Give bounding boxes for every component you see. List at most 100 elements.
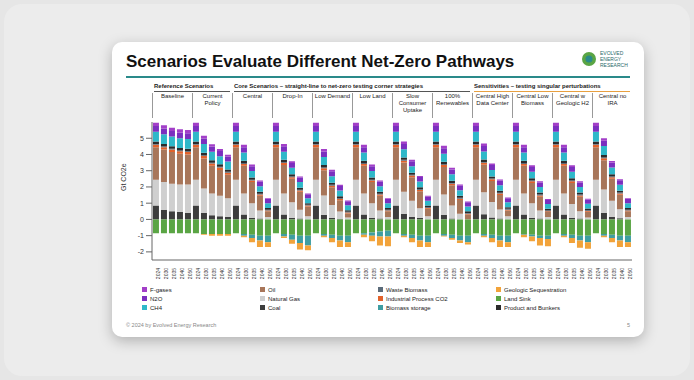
svg-text:2030: 2030: [483, 268, 489, 279]
html-text:Low Demand: Low Demand: [314, 93, 351, 99]
svg-text:2024: 2024: [275, 268, 281, 279]
svg-text:4: 4: [140, 151, 144, 158]
svg-text:2030: 2030: [203, 268, 209, 279]
html-text:Scenarios Evaluate Different N: Scenarios Evaluate Different Net-Zero Pa…: [126, 52, 515, 71]
svg-text:2040: 2040: [499, 268, 505, 279]
svg-text:2030: 2030: [243, 268, 249, 279]
svg-text:2024: 2024: [475, 268, 481, 279]
svg-text:2: 2: [140, 183, 144, 190]
svg-text:2035: 2035: [211, 268, 217, 279]
svg-text:2024: 2024: [195, 268, 201, 279]
svg-text:2030: 2030: [163, 268, 169, 279]
html-text:100% Renewables: 100% Renewables: [436, 93, 469, 106]
html-text:Drop-In: Drop-In: [282, 93, 303, 99]
svg-text:2040: 2040: [299, 268, 305, 279]
svg-text:2050: 2050: [387, 268, 393, 279]
svg-text:0: 0: [140, 216, 144, 223]
svg-text:2040: 2040: [219, 268, 225, 279]
svg-text:2040: 2040: [379, 268, 385, 279]
svg-text:2050: 2050: [507, 268, 513, 279]
svg-text:2040: 2040: [419, 268, 425, 279]
svg-text:2030: 2030: [603, 268, 609, 279]
svg-text:2050: 2050: [307, 268, 313, 279]
html-text:Waste Biomass: Waste Biomass: [386, 286, 428, 293]
svg-text:2035: 2035: [611, 268, 617, 279]
svg-text:3: 3: [140, 167, 144, 174]
svg-text:2035: 2035: [331, 268, 337, 279]
svg-text:2050: 2050: [627, 268, 633, 279]
html-text:Reference Scenarios: Reference Scenarios: [154, 83, 214, 89]
html-text:© 2024 by Evolved Energy Resea: © 2024 by Evolved Energy Research: [126, 322, 217, 328]
svg-text:2035: 2035: [411, 268, 417, 279]
html-text:Natural Gas: Natural Gas: [268, 295, 300, 302]
svg-text:-1: -1: [138, 232, 144, 239]
html-text:Geologic Sequestration: Geologic Sequestration: [504, 286, 567, 293]
html-text:Current Policy: Current Policy: [202, 93, 223, 106]
html-text:Sensitivities – testing singul: Sensitivities – testing singular perturb…: [474, 83, 601, 89]
svg-text:2024: 2024: [435, 268, 441, 279]
svg-text:2050: 2050: [587, 268, 593, 279]
html-text:Slow Consumer Uptake: Slow Consumer Uptake: [398, 93, 427, 113]
svg-text:2035: 2035: [171, 268, 177, 279]
svg-text:2050: 2050: [467, 268, 473, 279]
html-text:Core Scenarios – straight-line: Core Scenarios – straight-line to net-ze…: [234, 83, 423, 89]
html-text:CH4: CH4: [150, 304, 162, 311]
svg-text:2050: 2050: [347, 268, 353, 279]
html-text:Low Land: Low Land: [359, 93, 386, 99]
svg-text:2030: 2030: [283, 268, 289, 279]
svg-text:2040: 2040: [539, 268, 545, 279]
svg-text:2024: 2024: [315, 268, 321, 279]
html-text:Oil: Oil: [268, 286, 276, 293]
svg-text:2030: 2030: [323, 268, 329, 279]
svg-text:5: 5: [140, 135, 144, 142]
svg-text:2050: 2050: [227, 268, 233, 279]
svg-text:2024: 2024: [355, 268, 361, 279]
svg-text:1: 1: [140, 200, 144, 207]
svg-text:2050: 2050: [187, 268, 193, 279]
svg-text:2024: 2024: [515, 268, 521, 279]
svg-text:2035: 2035: [251, 268, 257, 279]
html-text:Biomass storage: Biomass storage: [386, 304, 431, 311]
svg-text:2040: 2040: [579, 268, 585, 279]
svg-text:2035: 2035: [531, 268, 537, 279]
svg-text:2050: 2050: [547, 268, 553, 279]
svg-text:2035: 2035: [451, 268, 457, 279]
svg-text:2035: 2035: [491, 268, 497, 279]
svg-text:2030: 2030: [403, 268, 409, 279]
svg-text:2024: 2024: [595, 268, 601, 279]
html-text:F-gases: F-gases: [150, 286, 172, 293]
html-text:Central: Central: [242, 93, 263, 99]
svg-text:2035: 2035: [371, 268, 377, 279]
html-text:5: 5: [626, 322, 630, 328]
svg-text:2040: 2040: [259, 268, 265, 279]
html-text:EVOLVED ENERGY RESEARCH: EVOLVED ENERGY RESEARCH: [600, 50, 628, 68]
svg-text:2040: 2040: [339, 268, 345, 279]
svg-text:2050: 2050: [427, 268, 433, 279]
svg-text:Gt CO2e: Gt CO2e: [120, 163, 127, 191]
html-text:Central Low Biomass: Central Low Biomass: [516, 93, 549, 106]
html-text:Central High Data Center: Central High Data Center: [475, 93, 510, 106]
html-text:Baseline: Baseline: [161, 93, 184, 99]
svg-text:2024: 2024: [235, 268, 241, 279]
html-text:Central no IRA: Central no IRA: [598, 93, 627, 106]
svg-text:2030: 2030: [523, 268, 529, 279]
svg-text:2024: 2024: [155, 268, 161, 279]
svg-text:-2: -2: [138, 248, 144, 255]
html-text:Central w Geologic H2: Central w Geologic H2: [556, 93, 589, 106]
svg-text:2030: 2030: [563, 268, 569, 279]
svg-text:2024: 2024: [395, 268, 401, 279]
html-text:N2O: N2O: [150, 295, 163, 302]
html-text:Land Sink: Land Sink: [504, 295, 531, 302]
svg-text:2035: 2035: [291, 268, 297, 279]
svg-text:2030: 2030: [363, 268, 369, 279]
svg-text:2035: 2035: [571, 268, 577, 279]
svg-text:2040: 2040: [619, 268, 625, 279]
svg-text:2040: 2040: [459, 268, 465, 279]
svg-text:2040: 2040: [179, 268, 185, 279]
svg-text:2024: 2024: [555, 268, 561, 279]
html-text:Coal: Coal: [268, 304, 281, 311]
svg-text:2030: 2030: [443, 268, 449, 279]
html-text:Product and Bunkers: Product and Bunkers: [504, 304, 560, 311]
svg-text:2050: 2050: [267, 268, 273, 279]
html-text:Industrial Process CO2: Industrial Process CO2: [386, 295, 448, 302]
